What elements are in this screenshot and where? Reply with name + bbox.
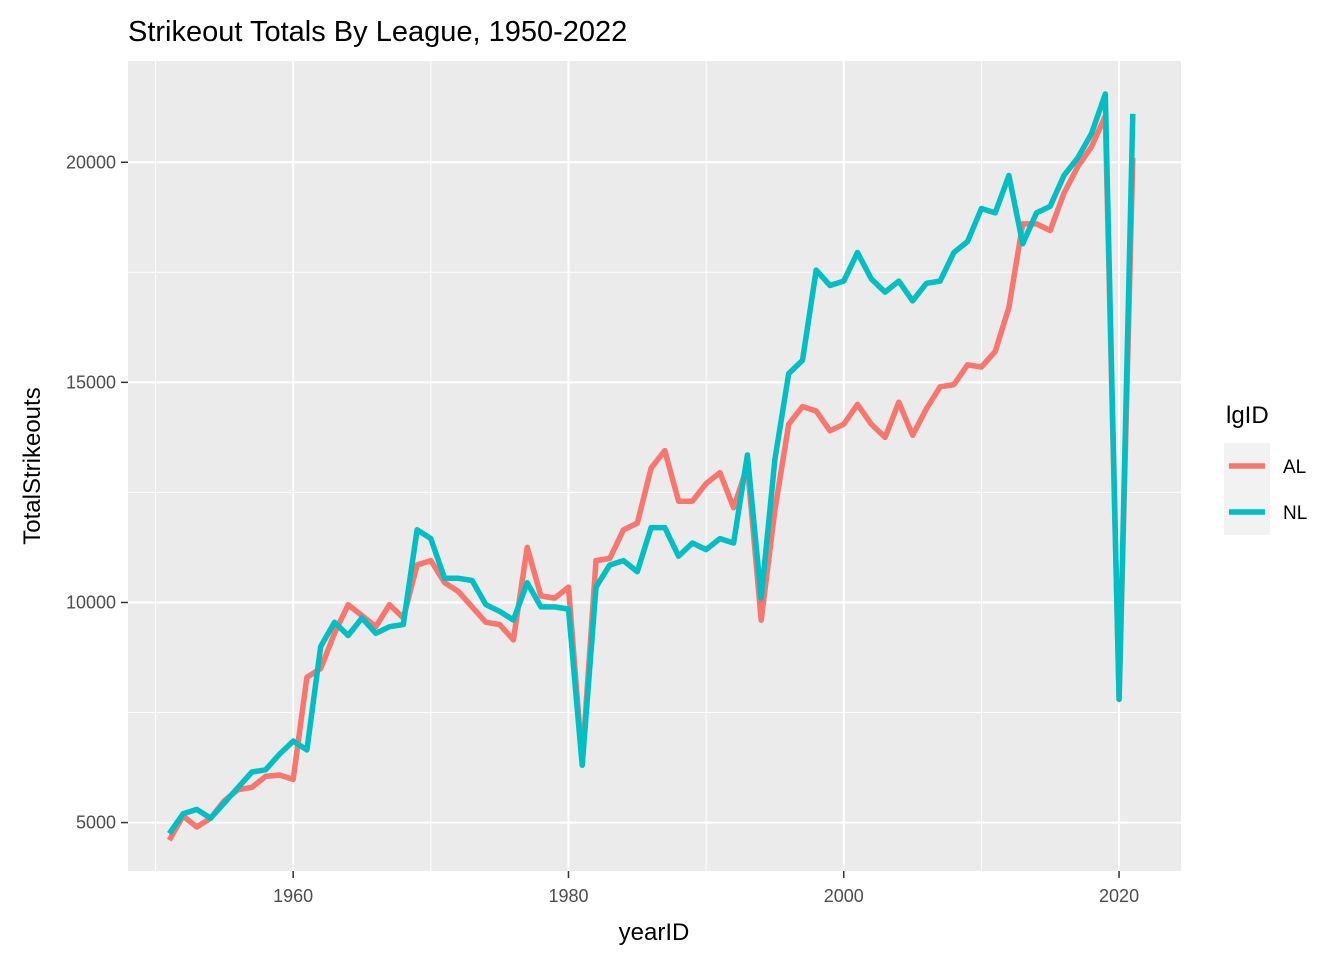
y-axis: 5000 10000 15000 20000 [66, 152, 128, 833]
legend-label-nl: NL [1283, 503, 1307, 524]
legend-title: lgID [1226, 402, 1269, 429]
x-tick-label: 1960 [273, 886, 313, 906]
series-layer [166, 91, 1136, 842]
minor-gridlines [128, 61, 1181, 871]
plot-panel [128, 61, 1181, 871]
chart-title: Strikeout Totals By League, 1950-2022 [128, 16, 627, 48]
y-axis-title: TotalStrikeouts [19, 387, 46, 544]
y-tick-label: 10000 [66, 592, 116, 612]
y-tick-label: 20000 [66, 152, 116, 172]
y-tick-label: 5000 [76, 813, 116, 833]
major-gridlines [128, 61, 1181, 871]
x-axis-title: yearID [619, 919, 690, 946]
series-line-nl [167, 91, 1136, 836]
x-tick-label: 2000 [824, 886, 864, 906]
x-axis: 1960 1980 2000 2020 [273, 871, 1139, 906]
x-tick-label: 1980 [548, 886, 588, 906]
legend-keys: AL NL [1224, 443, 1307, 535]
y-tick-label: 15000 [66, 372, 116, 392]
legend-label-al: AL [1283, 457, 1306, 478]
series-line-al [166, 113, 1136, 842]
legend: lgID AL NL [1224, 402, 1307, 535]
x-tick-label: 2020 [1099, 886, 1139, 906]
